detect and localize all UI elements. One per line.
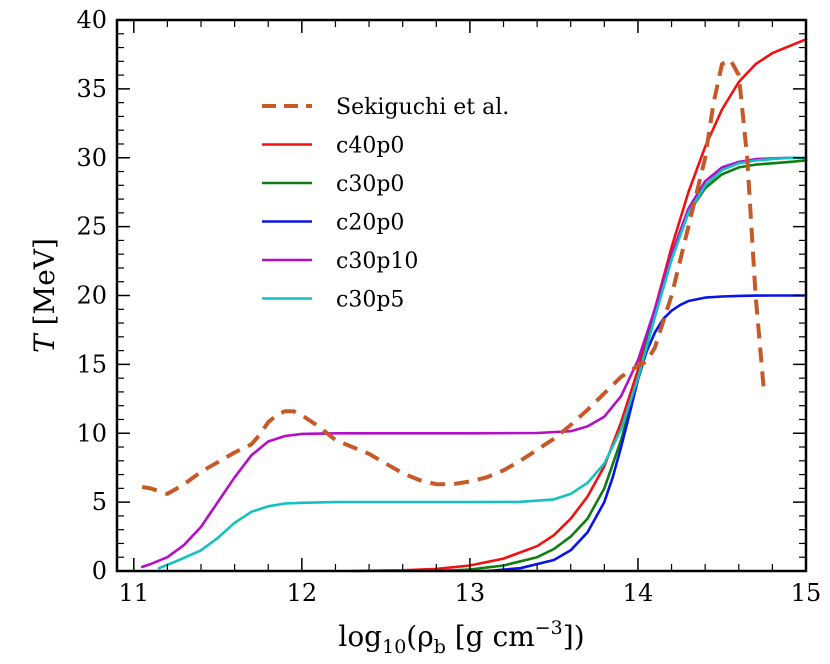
legend-label: c40p0 <box>336 134 404 159</box>
legend-label: Sekiguchi et al. <box>336 95 509 120</box>
y-tick-label: 15 <box>76 350 107 378</box>
x-tick-label: 14 <box>623 579 654 607</box>
y-tick-label: 35 <box>76 75 107 103</box>
x-tick-label: 15 <box>791 579 822 607</box>
x-axis-label: log10(ρb [g cm−3]) <box>338 617 584 658</box>
series-line-c30p5 <box>157 156 808 570</box>
y-tick-label: 25 <box>76 213 107 241</box>
series-line-sekiguchi-et-al <box>141 57 766 496</box>
x-tick-label: 11 <box>119 579 150 607</box>
series-line-c40p0 <box>350 37 808 573</box>
y-tick-label: 40 <box>76 6 107 34</box>
y-tick-label: 0 <box>92 557 107 585</box>
y-tick-label: 30 <box>76 144 107 172</box>
legend-label: c30p5 <box>336 288 404 313</box>
x-tick-label: 13 <box>455 579 486 607</box>
legend: Sekiguchi et al. c40p0 c30p0 c20p0 c30p10 c30… <box>262 95 509 313</box>
series-line-c30p10 <box>140 156 808 569</box>
y-tick-label: 5 <box>92 488 107 516</box>
ticks-layer <box>117 19 807 572</box>
series-layer <box>140 37 808 573</box>
x-tick-label: 12 <box>287 579 318 607</box>
series-line-c20p0 <box>485 294 808 573</box>
legend-label: c30p10 <box>336 249 418 274</box>
series-line-c30p0 <box>434 159 808 573</box>
tick-labels-layer: 11 12 13 14 15 0 5 10 15 20 25 30 35 40 <box>76 6 821 607</box>
y-tick-label: 10 <box>76 419 107 447</box>
legend-label: c20p0 <box>336 211 404 236</box>
legend-label: c30p0 <box>336 172 404 197</box>
y-tick-label: 20 <box>76 282 107 310</box>
y-axis-label: T [MeV] <box>28 238 61 353</box>
